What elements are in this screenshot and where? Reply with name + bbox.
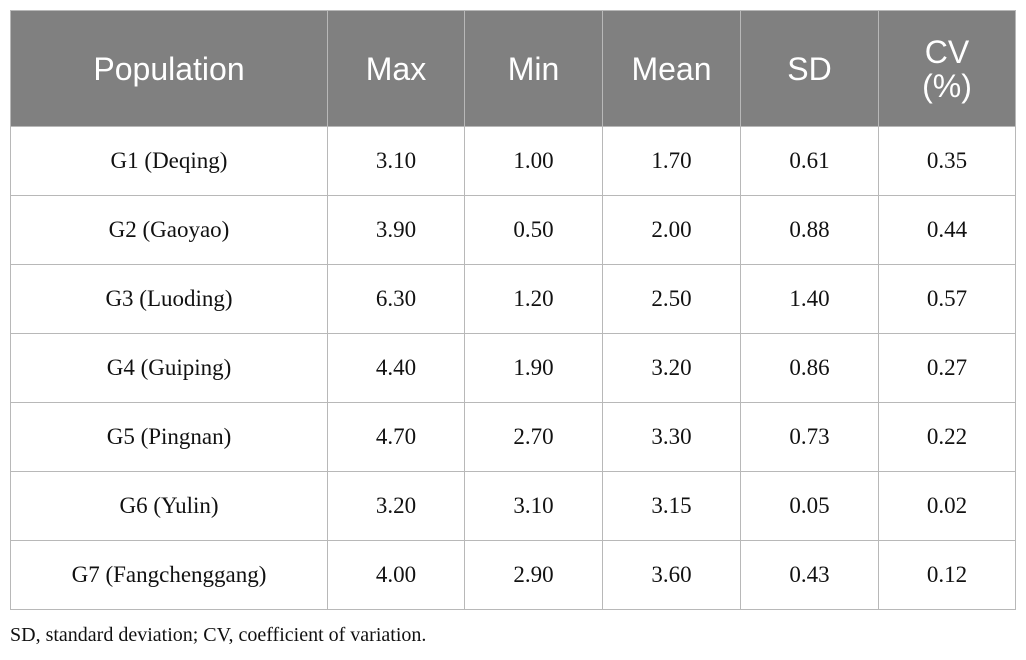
- cell-sd: 1.40: [740, 264, 879, 334]
- header-row: Population Max Min Mean SD CV (%): [10, 10, 1016, 127]
- cell-max: 4.70: [327, 402, 465, 472]
- cell-population: G1 (Deqing): [10, 126, 328, 196]
- cell-population: G2 (Gaoyao): [10, 195, 328, 265]
- cell-min: 0.50: [464, 195, 603, 265]
- cell-sd: 0.88: [740, 195, 879, 265]
- cell-min: 1.00: [464, 126, 603, 196]
- header-population: Population: [10, 10, 328, 127]
- cell-cv: 0.35: [878, 126, 1016, 196]
- header-max: Max: [327, 10, 465, 127]
- cell-population: G6 (Yulin): [10, 471, 328, 541]
- cell-mean: 2.50: [602, 264, 741, 334]
- cell-max: 3.10: [327, 126, 465, 196]
- table-row: G1 (Deqing) 3.10 1.00 1.70 0.61 0.35: [10, 126, 1016, 196]
- cell-cv: 0.12: [878, 540, 1016, 610]
- cell-max: 3.20: [327, 471, 465, 541]
- data-table-container: Population Max Min Mean SD CV (%) G1 (De…: [10, 10, 1016, 610]
- cell-population: G4 (Guiping): [10, 333, 328, 403]
- cell-cv: 0.44: [878, 195, 1016, 265]
- table-row: G6 (Yulin) 3.20 3.10 3.15 0.05 0.02: [10, 471, 1016, 541]
- cell-min: 2.90: [464, 540, 603, 610]
- cell-min: 1.20: [464, 264, 603, 334]
- cell-mean: 2.00: [602, 195, 741, 265]
- table-row: G2 (Gaoyao) 3.90 0.50 2.00 0.88 0.44: [10, 195, 1016, 265]
- table-row: G5 (Pingnan) 4.70 2.70 3.30 0.73 0.22: [10, 402, 1016, 472]
- cell-sd: 0.05: [740, 471, 879, 541]
- population-stats-table: Population Max Min Mean SD CV (%) G1 (De…: [10, 10, 1016, 610]
- cell-sd: 0.61: [740, 126, 879, 196]
- cell-cv: 0.57: [878, 264, 1016, 334]
- cell-population: G3 (Luoding): [10, 264, 328, 334]
- cell-min: 2.70: [464, 402, 603, 472]
- cell-mean: 3.15: [602, 471, 741, 541]
- cell-sd: 0.43: [740, 540, 879, 610]
- cell-cv: 0.27: [878, 333, 1016, 403]
- cell-sd: 0.86: [740, 333, 879, 403]
- cell-mean: 3.30: [602, 402, 741, 472]
- cell-max: 6.30: [327, 264, 465, 334]
- cell-max: 4.40: [327, 333, 465, 403]
- header-sd: SD: [740, 10, 879, 127]
- cell-cv: 0.02: [878, 471, 1016, 541]
- table-footnote: SD, standard deviation; CV, coefficient …: [10, 624, 427, 646]
- cell-max: 3.90: [327, 195, 465, 265]
- cell-min: 3.10: [464, 471, 603, 541]
- cell-mean: 1.70: [602, 126, 741, 196]
- cell-population: G5 (Pingnan): [10, 402, 328, 472]
- table-row: G4 (Guiping) 4.40 1.90 3.20 0.86 0.27: [10, 333, 1016, 403]
- cell-population: G7 (Fangchenggang): [10, 540, 328, 610]
- cell-min: 1.90: [464, 333, 603, 403]
- cell-mean: 3.20: [602, 333, 741, 403]
- cell-mean: 3.60: [602, 540, 741, 610]
- header-mean: Mean: [602, 10, 741, 127]
- cell-sd: 0.73: [740, 402, 879, 472]
- table-row: G7 (Fangchenggang) 4.00 2.90 3.60 0.43 0…: [10, 540, 1016, 610]
- header-min: Min: [464, 10, 603, 127]
- cell-cv: 0.22: [878, 402, 1016, 472]
- header-cv: CV (%): [878, 10, 1016, 127]
- cell-max: 4.00: [327, 540, 465, 610]
- table-row: G3 (Luoding) 6.30 1.20 2.50 1.40 0.57: [10, 264, 1016, 334]
